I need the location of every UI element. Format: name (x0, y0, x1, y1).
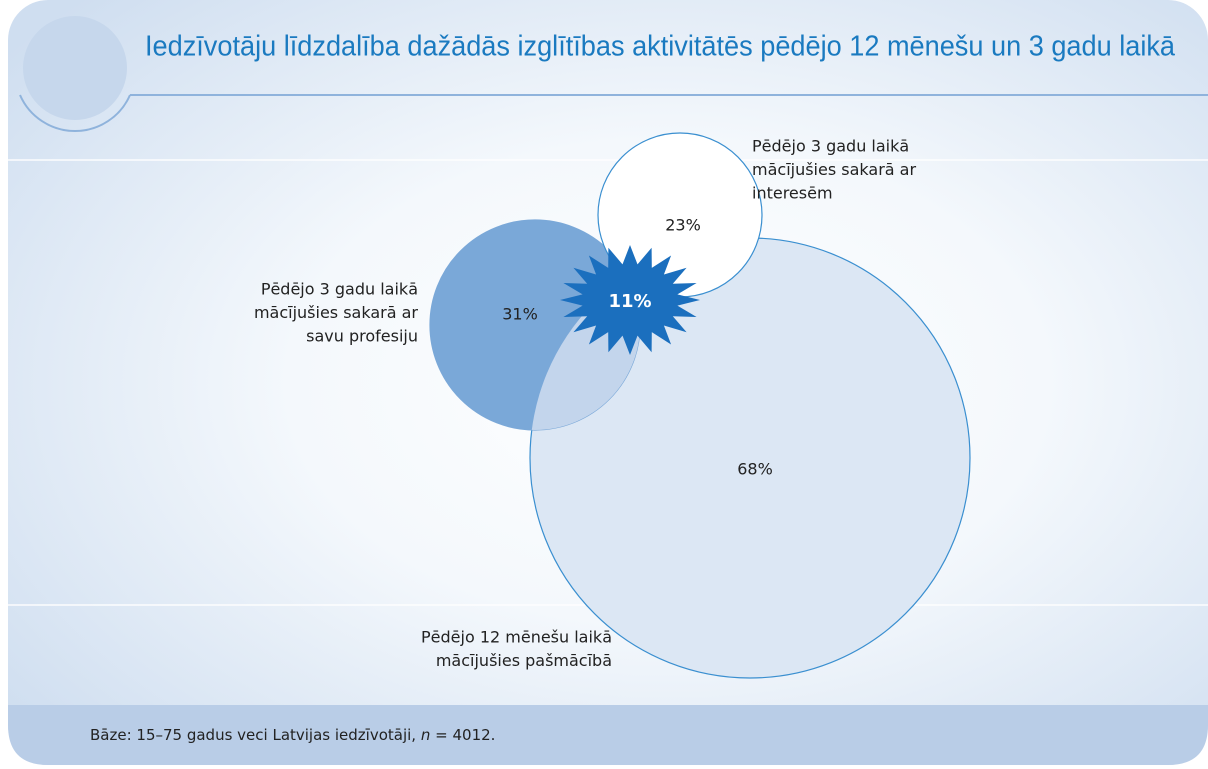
venn: 31% Pēdējo 3 gadu laikā mācījušies sakarā … (254, 132, 971, 679)
set-label: Pēdējo 3 gadu laikā (752, 137, 909, 156)
set-label: interesēm (752, 184, 833, 203)
value-label: 23% (665, 216, 701, 235)
set-label: Pēdējo 12 mēnešu laikā (421, 628, 612, 647)
set-label: mācījušies sakarā ar (752, 160, 916, 179)
set-label: Pēdējo 3 gadu laikā (261, 280, 418, 299)
value-label: 68% (737, 460, 773, 479)
decor-circle (23, 16, 127, 120)
value-label: 31% (502, 305, 538, 324)
footer-band (8, 705, 1208, 765)
decor-arc (19, 94, 131, 133)
note-rest: = 4012. (435, 726, 495, 744)
intersection-label: 11% (608, 291, 651, 312)
note-text: Bāze: 15–75 gadus veci Latvijas iedzīvot… (90, 726, 416, 744)
note: Bāze: 15–75 gadus veci Latvijas iedzīvot… (90, 726, 495, 744)
set-label: mācījušies pašmācībā (436, 651, 612, 670)
chart-title: Iedzīvotāju līdzdalība dažādās izglītība… (145, 31, 1176, 63)
set-label: mācījušies sakarā ar (254, 303, 418, 322)
note-symbol: n (421, 726, 431, 744)
set-label: savu profesiju (306, 327, 418, 346)
intersection-star (560, 245, 700, 355)
